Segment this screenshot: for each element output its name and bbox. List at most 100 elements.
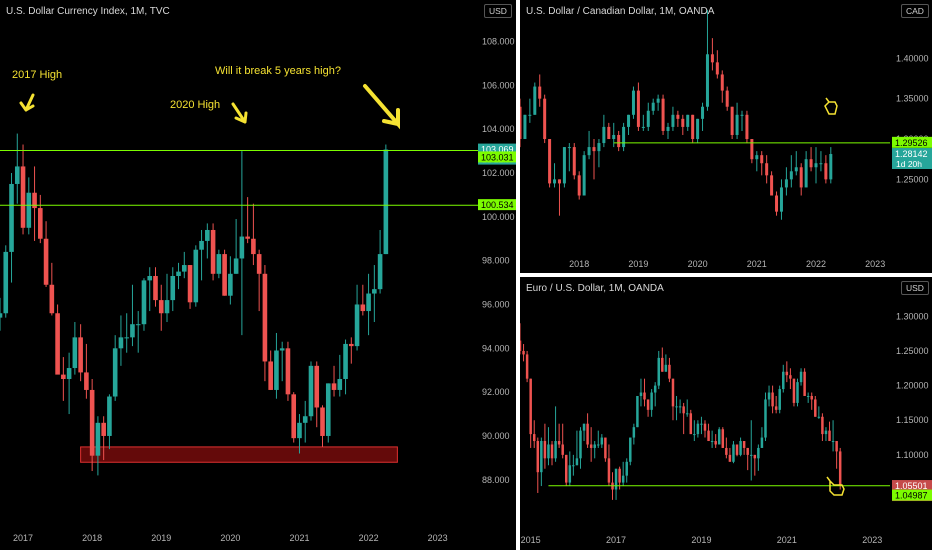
- dxy-y-tick-label: 96.000: [482, 299, 510, 309]
- usdcad-candle-body: [779, 187, 783, 212]
- dxy-chart-canvas[interactable]: 108.000 106.000 104.000 102.000 100.000 98.00…: [0, 0, 516, 550]
- usdcad-candle-body: [710, 54, 714, 63]
- eurusd-candle-body: [821, 416, 824, 435]
- usdcad-price-tag: [892, 148, 932, 170]
- dxy-candle-body: [383, 149, 389, 255]
- usdcad-candle-body: [809, 159, 813, 168]
- eurusd-chart-canvas[interactable]: 1.300001.250001.200001.150001.100001.050…: [520, 277, 932, 550]
- usdcad-candle-body: [636, 90, 640, 127]
- usdcad-candle-body: [592, 147, 596, 152]
- usdcad-candle-body: [799, 167, 803, 188]
- dxy-candle-body: [205, 229, 210, 241]
- dxy-candle-body: [135, 324, 141, 326]
- eurusd-candle-body: [782, 371, 785, 390]
- eurusd-candle-body: [536, 441, 540, 473]
- eurusd-candle-body: [589, 444, 593, 448]
- dxy-x-tick-label: 2017: [13, 533, 33, 543]
- dxy-candle-body: [256, 254, 262, 274]
- eurusd-candle-body: [664, 364, 668, 372]
- eurusd-candle-body: [653, 385, 657, 393]
- eurusd-candle-body: [547, 444, 550, 459]
- eurusd-candle-body: [707, 430, 710, 442]
- dxy-candle-body: [153, 276, 158, 301]
- arrow-icon: [19, 93, 35, 112]
- eurusd-candle-body: [789, 375, 792, 379]
- usdcad-currency-badge[interactable]: CAD: [901, 4, 929, 18]
- dxy-candle-body: [193, 249, 199, 303]
- eurusd-candle-body: [565, 454, 568, 483]
- annotation-2020-high: 2020 High: [170, 99, 220, 111]
- dxy-currency-badge[interactable]: USD: [484, 4, 512, 18]
- usdcad-candle-body: [804, 159, 808, 188]
- eurusd-candle-body: [746, 447, 749, 455]
- panel-divider-vertical[interactable]: [516, 0, 520, 550]
- usdcad-candle-body: [760, 155, 764, 164]
- dxy-y-tick-label: 88.000: [482, 475, 510, 485]
- usdcad-candle-body: [730, 106, 734, 135]
- dxy-candle-body: [360, 304, 366, 312]
- usdcad-candle-body: [587, 147, 591, 156]
- eurusd-currency-badge[interactable]: USD: [901, 281, 929, 295]
- eurusd-candle-body: [575, 458, 579, 466]
- dxy-y-tick-label: 92.000: [482, 387, 510, 397]
- usdcad-candle-body: [686, 114, 690, 127]
- eurusd-candle-body: [710, 441, 714, 443]
- eurusd-candle-body: [668, 364, 671, 379]
- dxy-candle-body: [325, 383, 331, 436]
- dxy-candle-body: [262, 273, 268, 362]
- dxy-candle-body: [187, 265, 193, 303]
- dxy-candle-body: [141, 280, 147, 325]
- dxy-candle-body: [112, 348, 118, 397]
- dxy-candle-body: [308, 365, 314, 417]
- usdcad-chart-panel[interactable]: U.S. Dollar / Canadian Dollar, 1M, OANDA…: [520, 0, 932, 273]
- usdcad-chart-canvas[interactable]: 1.400001.350001.300001.25000201820192020…: [520, 0, 932, 273]
- dxy-y-tick-label: 98.000: [482, 256, 510, 266]
- eurusd-x-tick-label: 2021: [777, 535, 797, 545]
- dxy-candle-body: [170, 276, 176, 301]
- dxy-candle-body: [251, 238, 256, 255]
- eurusd-candle-body: [810, 395, 813, 400]
- eurusd-candle-body: [799, 371, 803, 383]
- dxy-candle-body: [20, 166, 26, 228]
- eurusd-candle-body: [618, 468, 621, 483]
- eurusd-candle-body: [700, 423, 703, 425]
- dxy-price-tag-value: 103.069: [481, 145, 514, 155]
- usdcad-price-tag-value: 1.29526: [895, 138, 928, 148]
- usdcad-price-tag: [892, 136, 932, 148]
- eurusd-candle-body: [838, 451, 842, 487]
- usdcad-candle-body: [705, 54, 709, 107]
- eurusd-chart-panel[interactable]: Euro / U.S. Dollar, 1M, OANDA USD 1.3000…: [520, 277, 932, 550]
- dxy-candle-body: [210, 229, 216, 274]
- arrow-icon: [363, 84, 400, 130]
- dxy-candle-body: [285, 348, 291, 395]
- usdcad-candle-body: [612, 134, 616, 140]
- usdcad-candle-body: [666, 126, 670, 131]
- usdcad-candle-body: [651, 102, 655, 111]
- usdcad-candle-body: [622, 126, 626, 148]
- usdcad-candle-body: [631, 90, 635, 115]
- usdcad-candle-body: [701, 106, 705, 119]
- eurusd-candle-body: [771, 392, 774, 407]
- usdcad-price-tag-countdown: 1d 20h: [896, 159, 922, 169]
- usdcad-x-tick-label: 2019: [628, 259, 648, 269]
- panel-divider-horizontal[interactable]: [520, 273, 932, 277]
- eurusd-candle-body: [732, 444, 735, 462]
- annotation-2017-high: 2017 High: [12, 69, 62, 81]
- dxy-y-tick-label: 106.000: [482, 80, 515, 90]
- eurusd-candle-body: [764, 399, 767, 438]
- eurusd-x-tick-label: 2019: [691, 535, 711, 545]
- dxy-chart-panel[interactable]: U.S. Dollar Currency Index, 1M, TVC USD …: [0, 0, 516, 550]
- dxy-candle-body: [147, 276, 153, 281]
- eurusd-candle-body: [568, 465, 572, 483]
- annotation-break-question: Will it break 5 years high?: [215, 65, 341, 77]
- dxy-candle-body: [268, 361, 273, 390]
- dxy-candle-body: [9, 183, 14, 252]
- eurusd-candle-body: [714, 441, 717, 445]
- eurusd-candle-body: [525, 354, 529, 379]
- dxy-x-tick-label: 2021: [289, 533, 309, 543]
- usdcad-candle-body: [548, 139, 552, 184]
- usdcad-candle-body: [671, 114, 675, 127]
- dxy-candle-body: [297, 422, 302, 439]
- dxy-candle-body: [72, 337, 78, 369]
- eurusd-candle-body: [639, 392, 643, 396]
